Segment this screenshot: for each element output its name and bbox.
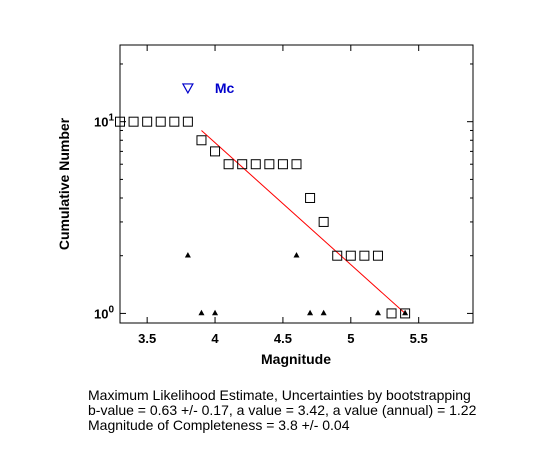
noncumulative-series	[184, 252, 409, 316]
square-point	[359, 250, 370, 261]
stats-line-mc: Magnitude of Completeness = 3.8 +/- 0.04	[88, 417, 350, 433]
stats-block: Maximum Likelihood Estimate, Uncertainti…	[88, 388, 476, 433]
square-point	[142, 116, 153, 127]
square-point	[400, 308, 411, 319]
plot-frame	[119, 44, 474, 324]
fit-line-group	[201, 130, 406, 314]
square-point	[237, 159, 248, 170]
square-point	[305, 192, 316, 203]
mc-marker	[181, 83, 194, 95]
triangle-point	[320, 309, 327, 316]
triangle-point	[374, 309, 381, 316]
triangle-point	[307, 309, 314, 316]
square-point	[386, 308, 397, 319]
fit-line	[201, 130, 406, 314]
stats-line-bvalue: b-value = 0.63 +/- 0.17, a value = 3.42,…	[88, 402, 477, 418]
x-tick-label: 4.5	[274, 331, 292, 346]
y-tick-labels: 100 101	[94, 113, 114, 322]
triangle-point	[198, 309, 205, 316]
triangle-point	[184, 252, 191, 258]
stats-line-method: Maximum Likelihood Estimate, Uncertainti…	[88, 387, 471, 403]
x-tick-label: 4	[211, 331, 219, 346]
square-point	[345, 250, 356, 261]
square-point	[250, 159, 261, 170]
square-point	[372, 250, 383, 261]
square-point	[182, 116, 193, 127]
y-tick-label: 100	[94, 304, 114, 321]
cumulative-series	[115, 116, 411, 319]
triangle-point	[402, 309, 409, 316]
triangle-point	[212, 309, 219, 316]
square-point	[155, 116, 166, 127]
square-point	[115, 116, 125, 127]
x-axis-title: Magnitude	[261, 351, 331, 367]
square-point	[223, 159, 234, 170]
axis-ticks	[120, 45, 473, 323]
square-point	[332, 250, 343, 261]
mc-label: Mc	[215, 80, 235, 96]
square-point	[277, 159, 288, 170]
square-point	[291, 159, 302, 170]
square-point	[318, 216, 329, 227]
x-tick-label: 3.5	[138, 331, 156, 346]
triangle-point	[293, 252, 300, 258]
x-tick-label: 5.5	[410, 331, 428, 346]
x-tick-label: 5	[347, 331, 354, 346]
x-tick-labels: 3.5 4 4.5 5 5.5	[138, 331, 428, 346]
square-point	[169, 116, 180, 127]
square-point	[196, 135, 207, 146]
y-tick-label: 101	[94, 113, 114, 130]
square-point	[264, 159, 275, 170]
y-axis-title: Cumulative Number	[56, 117, 72, 250]
square-point	[210, 146, 221, 157]
mc-group: Mc	[181, 80, 235, 96]
square-point	[128, 116, 139, 127]
